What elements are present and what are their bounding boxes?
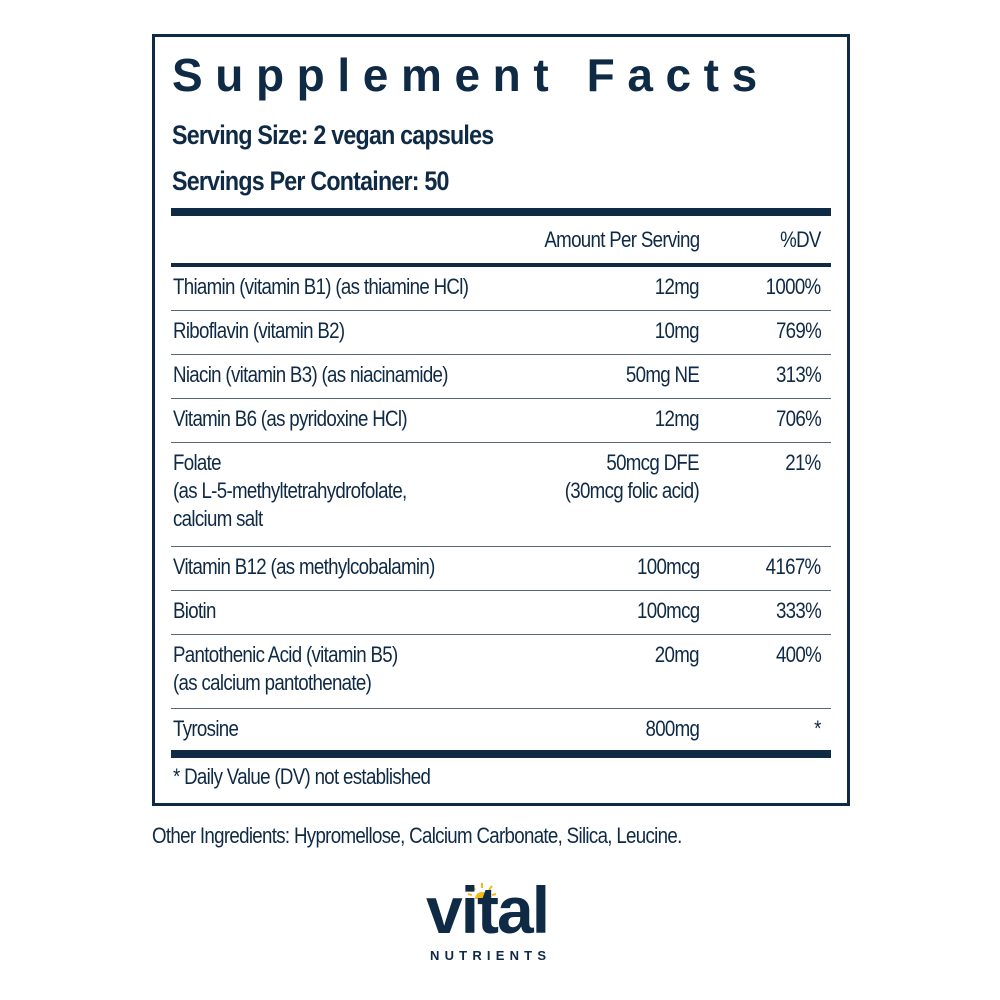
nutrient-dv: 21% — [785, 450, 822, 475]
nutrient-name: Niacin (vitamin B3) (as niacinamide) — [173, 362, 449, 387]
table-row: Vitamin B12 (as methylcobalamin) 100mcg 41… — [171, 547, 831, 591]
nutrient-dv: 333% — [775, 598, 822, 623]
nutrient-dv: 706% — [775, 406, 822, 431]
table-row: Thiamin (vitamin B1) (as thiamine HCl) 12… — [171, 267, 831, 311]
table-row: Pantothenic Acid (vitamin B5) (as calcium… — [171, 635, 831, 709]
nutrient-table: Thiamin (vitamin B1) (as thiamine HCl) 12… — [171, 267, 831, 752]
nutrient-dv: 313% — [775, 362, 822, 387]
table-row: Tyrosine 800mg * — [171, 709, 831, 752]
nutrient-name: Riboflavin (vitamin B2) — [173, 318, 345, 343]
nutrient-amount: 10mg — [654, 318, 700, 343]
table-row: Biotin 100mcg 333% — [171, 591, 831, 635]
nutrient-name: Pantothenic Acid (vitamin B5) (as calcium… — [173, 642, 398, 695]
header-dv: %DV — [780, 227, 821, 252]
nutrient-amount: 50mg NE — [625, 362, 700, 387]
nutrient-name: Folate (as L-5-methyltetrahydrofolate, cal… — [173, 450, 407, 531]
nutrient-amount: 100mcg — [636, 598, 700, 623]
nutrient-name: Vitamin B12 (as methylcobalamin) — [173, 554, 435, 579]
brand-name: vital — [426, 873, 550, 947]
panel-title: Supplement Facts — [172, 49, 770, 101]
footnote: * Daily Value (DV) not established — [173, 764, 431, 789]
table-row: Riboflavin (vitamin B2) 10mg 769% — [171, 311, 831, 355]
nutrient-dv: * — [814, 716, 821, 741]
brand-tagline: NUTRIENTS — [430, 948, 552, 963]
nutrient-name: Thiamin (vitamin B1) (as thiamine HCl) — [173, 274, 469, 299]
thick-divider-top — [171, 208, 831, 216]
nutrient-amount: 20mg — [654, 642, 700, 667]
brand-logo: vital NUTRIENTS — [420, 873, 590, 968]
nutrient-amount: 12mg — [654, 274, 700, 299]
servings-per-container: Servings Per Container: 50 — [172, 166, 449, 196]
nutrient-dv: 769% — [775, 318, 822, 343]
nutrient-amount: 12mg — [654, 406, 700, 431]
nutrient-name: Vitamin B6 (as pyridoxine HCl) — [173, 406, 408, 431]
nutrient-amount: 100mcg — [636, 554, 700, 579]
nutrient-name: Biotin — [173, 598, 216, 623]
nutrient-name: Tyrosine — [173, 716, 239, 741]
table-header: Amount Per Serving %DV — [171, 217, 831, 267]
sun-icon — [468, 883, 496, 899]
nutrient-amount: 50mcg DFE (30mcg folic acid) — [564, 450, 700, 503]
other-ingredients: Other Ingredients: Hypromellose, Calcium… — [152, 823, 682, 848]
table-row: Folate (as L-5-methyltetrahydrofolate, cal… — [171, 443, 831, 547]
table-row: Vitamin B6 (as pyridoxine HCl) 12mg 706% — [171, 399, 831, 443]
nutrient-dv: 400% — [775, 642, 822, 667]
nutrient-dv: 1000% — [766, 274, 822, 299]
nutrient-dv: 4167% — [766, 554, 822, 579]
supplement-facts-panel: Supplement Facts Serving Size: 2 vegan c… — [152, 34, 850, 806]
serving-size: Serving Size: 2 vegan capsules — [172, 120, 494, 150]
table-row: Niacin (vitamin B3) (as niacinamide) 50mg… — [171, 355, 831, 399]
header-amount: Amount Per Serving — [543, 227, 700, 252]
nutrient-amount: 800mg — [645, 716, 699, 741]
thick-divider-bottom — [171, 750, 831, 758]
